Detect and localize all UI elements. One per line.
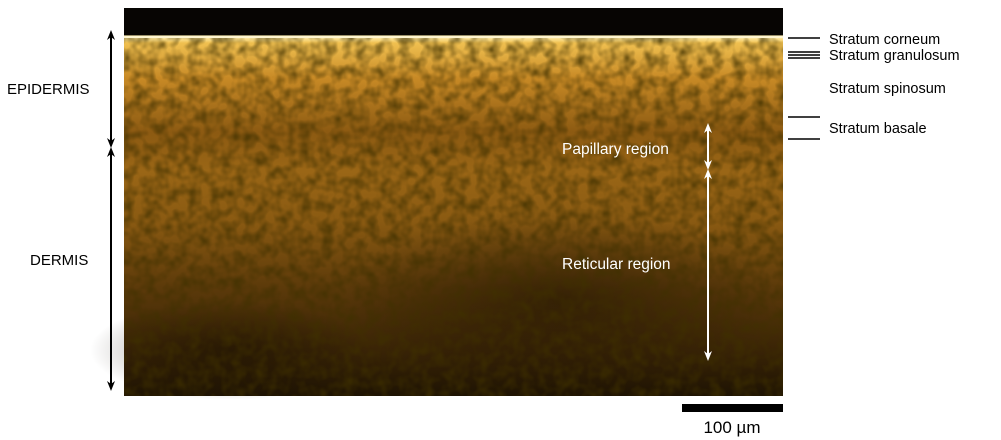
scale-bar xyxy=(682,404,783,412)
stratum-corneum-label: Stratum corneum xyxy=(829,32,940,48)
stratum-spinosum-label: Stratum spinosum xyxy=(829,81,946,97)
dermis-label: DERMIS xyxy=(30,252,88,269)
oct-image xyxy=(90,8,783,400)
epidermis-label: EPIDERMIS xyxy=(7,81,90,98)
scale-bar-label: 100 µm xyxy=(703,418,760,437)
papillary-region-label: Papillary region xyxy=(562,141,669,158)
stratum-granulosum-label: Stratum granulosum xyxy=(829,48,960,64)
surface-air-gap xyxy=(124,8,783,35)
oct-speckle-texture xyxy=(124,36,783,396)
reticular-region-label: Reticular region xyxy=(562,256,671,273)
stratum-basale-label: Stratum basale xyxy=(829,121,927,137)
